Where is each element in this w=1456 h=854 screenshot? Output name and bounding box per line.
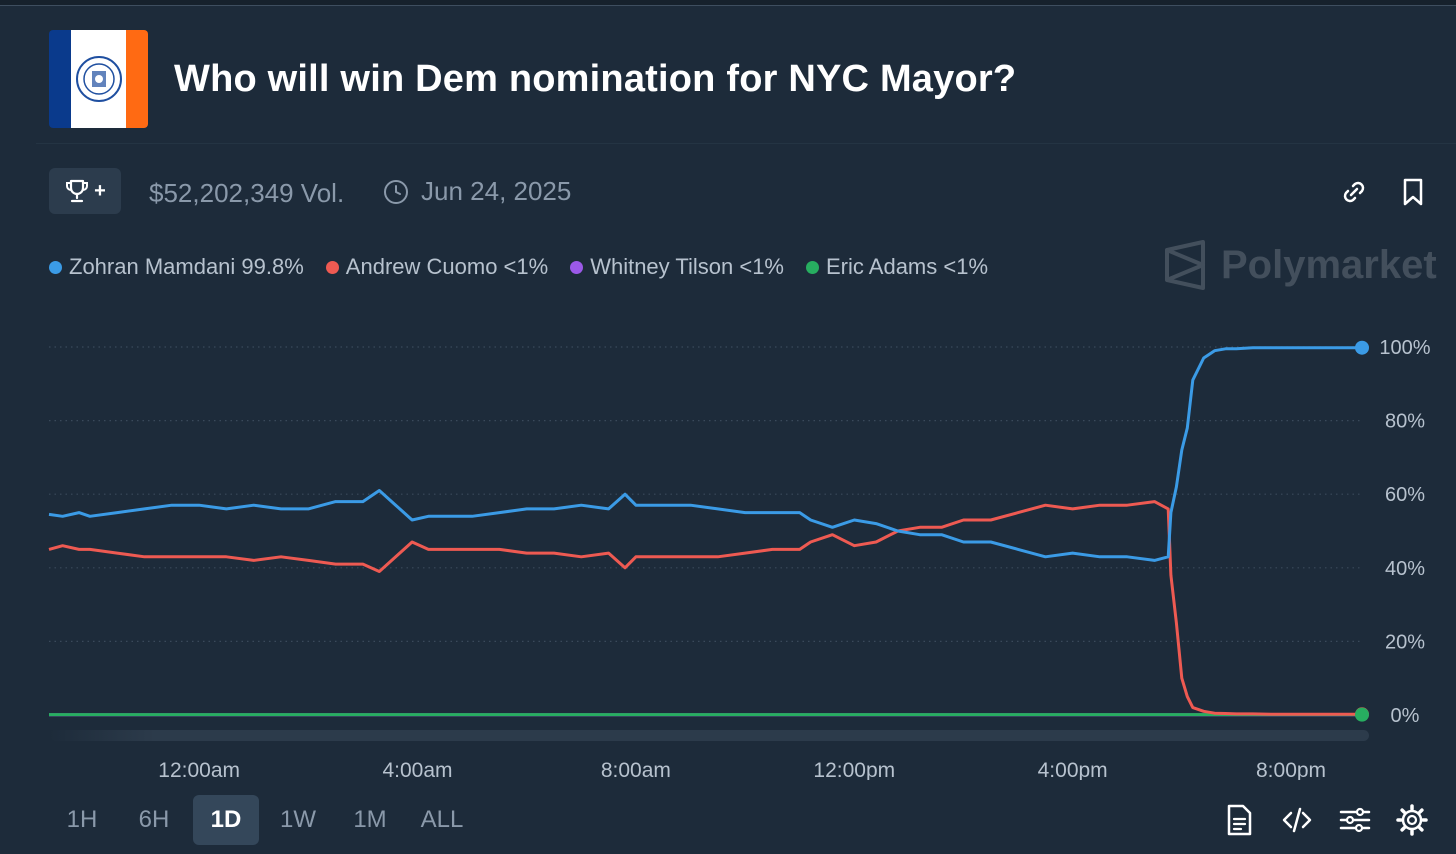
nyc-flag-icon xyxy=(49,30,148,128)
legend-item: Eric Adams <1% xyxy=(806,254,988,280)
time-range-selector: 1H 6H 1D 1W 1M ALL xyxy=(49,795,475,845)
range-1m[interactable]: 1M xyxy=(353,806,387,833)
gear-icon xyxy=(1396,804,1428,836)
y-tick-label: 40% xyxy=(1385,558,1425,580)
legend-dot xyxy=(49,260,62,274)
code-icon xyxy=(1282,807,1312,833)
legend-dot xyxy=(570,260,584,274)
clock-icon xyxy=(384,179,408,204)
legend-dot xyxy=(325,260,339,274)
y-tick-label: 60% xyxy=(1385,484,1425,506)
top-border xyxy=(0,0,1456,6)
y-tick-label: 100% xyxy=(1379,337,1430,359)
y-tick-label: 0% xyxy=(1391,705,1420,727)
end-point-eric-adams xyxy=(1355,707,1369,722)
settings-button[interactable] xyxy=(1396,803,1428,837)
bookmark-icon xyxy=(1403,178,1423,206)
header-divider xyxy=(36,143,1456,144)
x-tick-label: 8:00am xyxy=(601,759,671,780)
chart-scrollbar[interactable] xyxy=(49,730,1369,741)
document-button[interactable] xyxy=(1223,803,1255,837)
legend-label: Whitney Tilson <1% xyxy=(590,254,784,279)
range-1d[interactable]: 1D xyxy=(193,795,259,845)
chart-legend: Zohran Mamdani 99.8% Andrew Cuomo <1% Wh… xyxy=(49,254,988,280)
legend-label: Zohran Mamdani 99.8% xyxy=(69,254,304,279)
range-6h[interactable]: 6H xyxy=(138,806,170,833)
trophy-icon xyxy=(66,179,89,203)
range-1h[interactable]: 1H xyxy=(66,806,98,833)
document-icon xyxy=(1227,804,1252,836)
x-tick-label: 4:00am xyxy=(382,759,452,780)
x-tick-label: 12:00am xyxy=(158,759,240,780)
market-meta: + $52,202,349 Vol. Jun 24, 2025 xyxy=(0,168,1456,216)
trophy-button[interactable]: + xyxy=(49,168,121,214)
polymarket-logo: Polymarket xyxy=(1163,240,1437,290)
market-header: Who will win Dem nomination for NYC Mayo… xyxy=(0,6,1456,142)
series-line-zohran-mamdani xyxy=(48,346,1362,562)
brand-name: Polymarket xyxy=(1221,242,1437,287)
date-text: Jun 24, 2025 xyxy=(421,176,572,206)
page-title: Who will win Dem nomination for NYC Mayo… xyxy=(174,58,1017,100)
embed-button[interactable] xyxy=(1281,803,1313,837)
polymarket-icon xyxy=(1165,240,1205,290)
volume-text: $52,202,349 Vol. xyxy=(149,178,345,208)
legend-item: Zohran Mamdani 99.8% xyxy=(49,254,304,280)
series-line-andrew-cuomo xyxy=(48,500,1362,716)
x-tick-label: 4:00pm xyxy=(1038,759,1108,780)
y-tick-label: 80% xyxy=(1385,411,1425,433)
end-point-zohran-mamdani xyxy=(1355,340,1369,355)
x-tick-label: 12:00pm xyxy=(813,759,895,780)
link-button[interactable] xyxy=(1338,176,1370,208)
legend-dot xyxy=(806,260,819,274)
sliders-icon xyxy=(1339,807,1371,833)
range-1w[interactable]: 1W xyxy=(280,806,316,833)
legend-label: Eric Adams <1% xyxy=(826,254,989,279)
end-date: Jun 24, 2025 xyxy=(383,176,571,207)
legend-item: Andrew Cuomo <1% xyxy=(325,254,549,280)
link-icon xyxy=(1343,181,1365,203)
y-tick-label: 20% xyxy=(1385,631,1425,653)
trophy-plus: + xyxy=(94,179,106,202)
bookmark-button[interactable] xyxy=(1397,176,1429,208)
filters-button[interactable] xyxy=(1339,803,1371,837)
range-all[interactable]: ALL xyxy=(420,806,464,833)
legend-item: Whitney Tilson <1% xyxy=(570,254,784,280)
x-tick-label: 8:00pm xyxy=(1256,759,1326,780)
price-chart[interactable]: 0% 20% 40% 60% 80% 100% 12:00am 4:00am 8:00am 12:… xyxy=(0,300,1456,780)
legend-label: Andrew Cuomo <1% xyxy=(345,254,549,279)
